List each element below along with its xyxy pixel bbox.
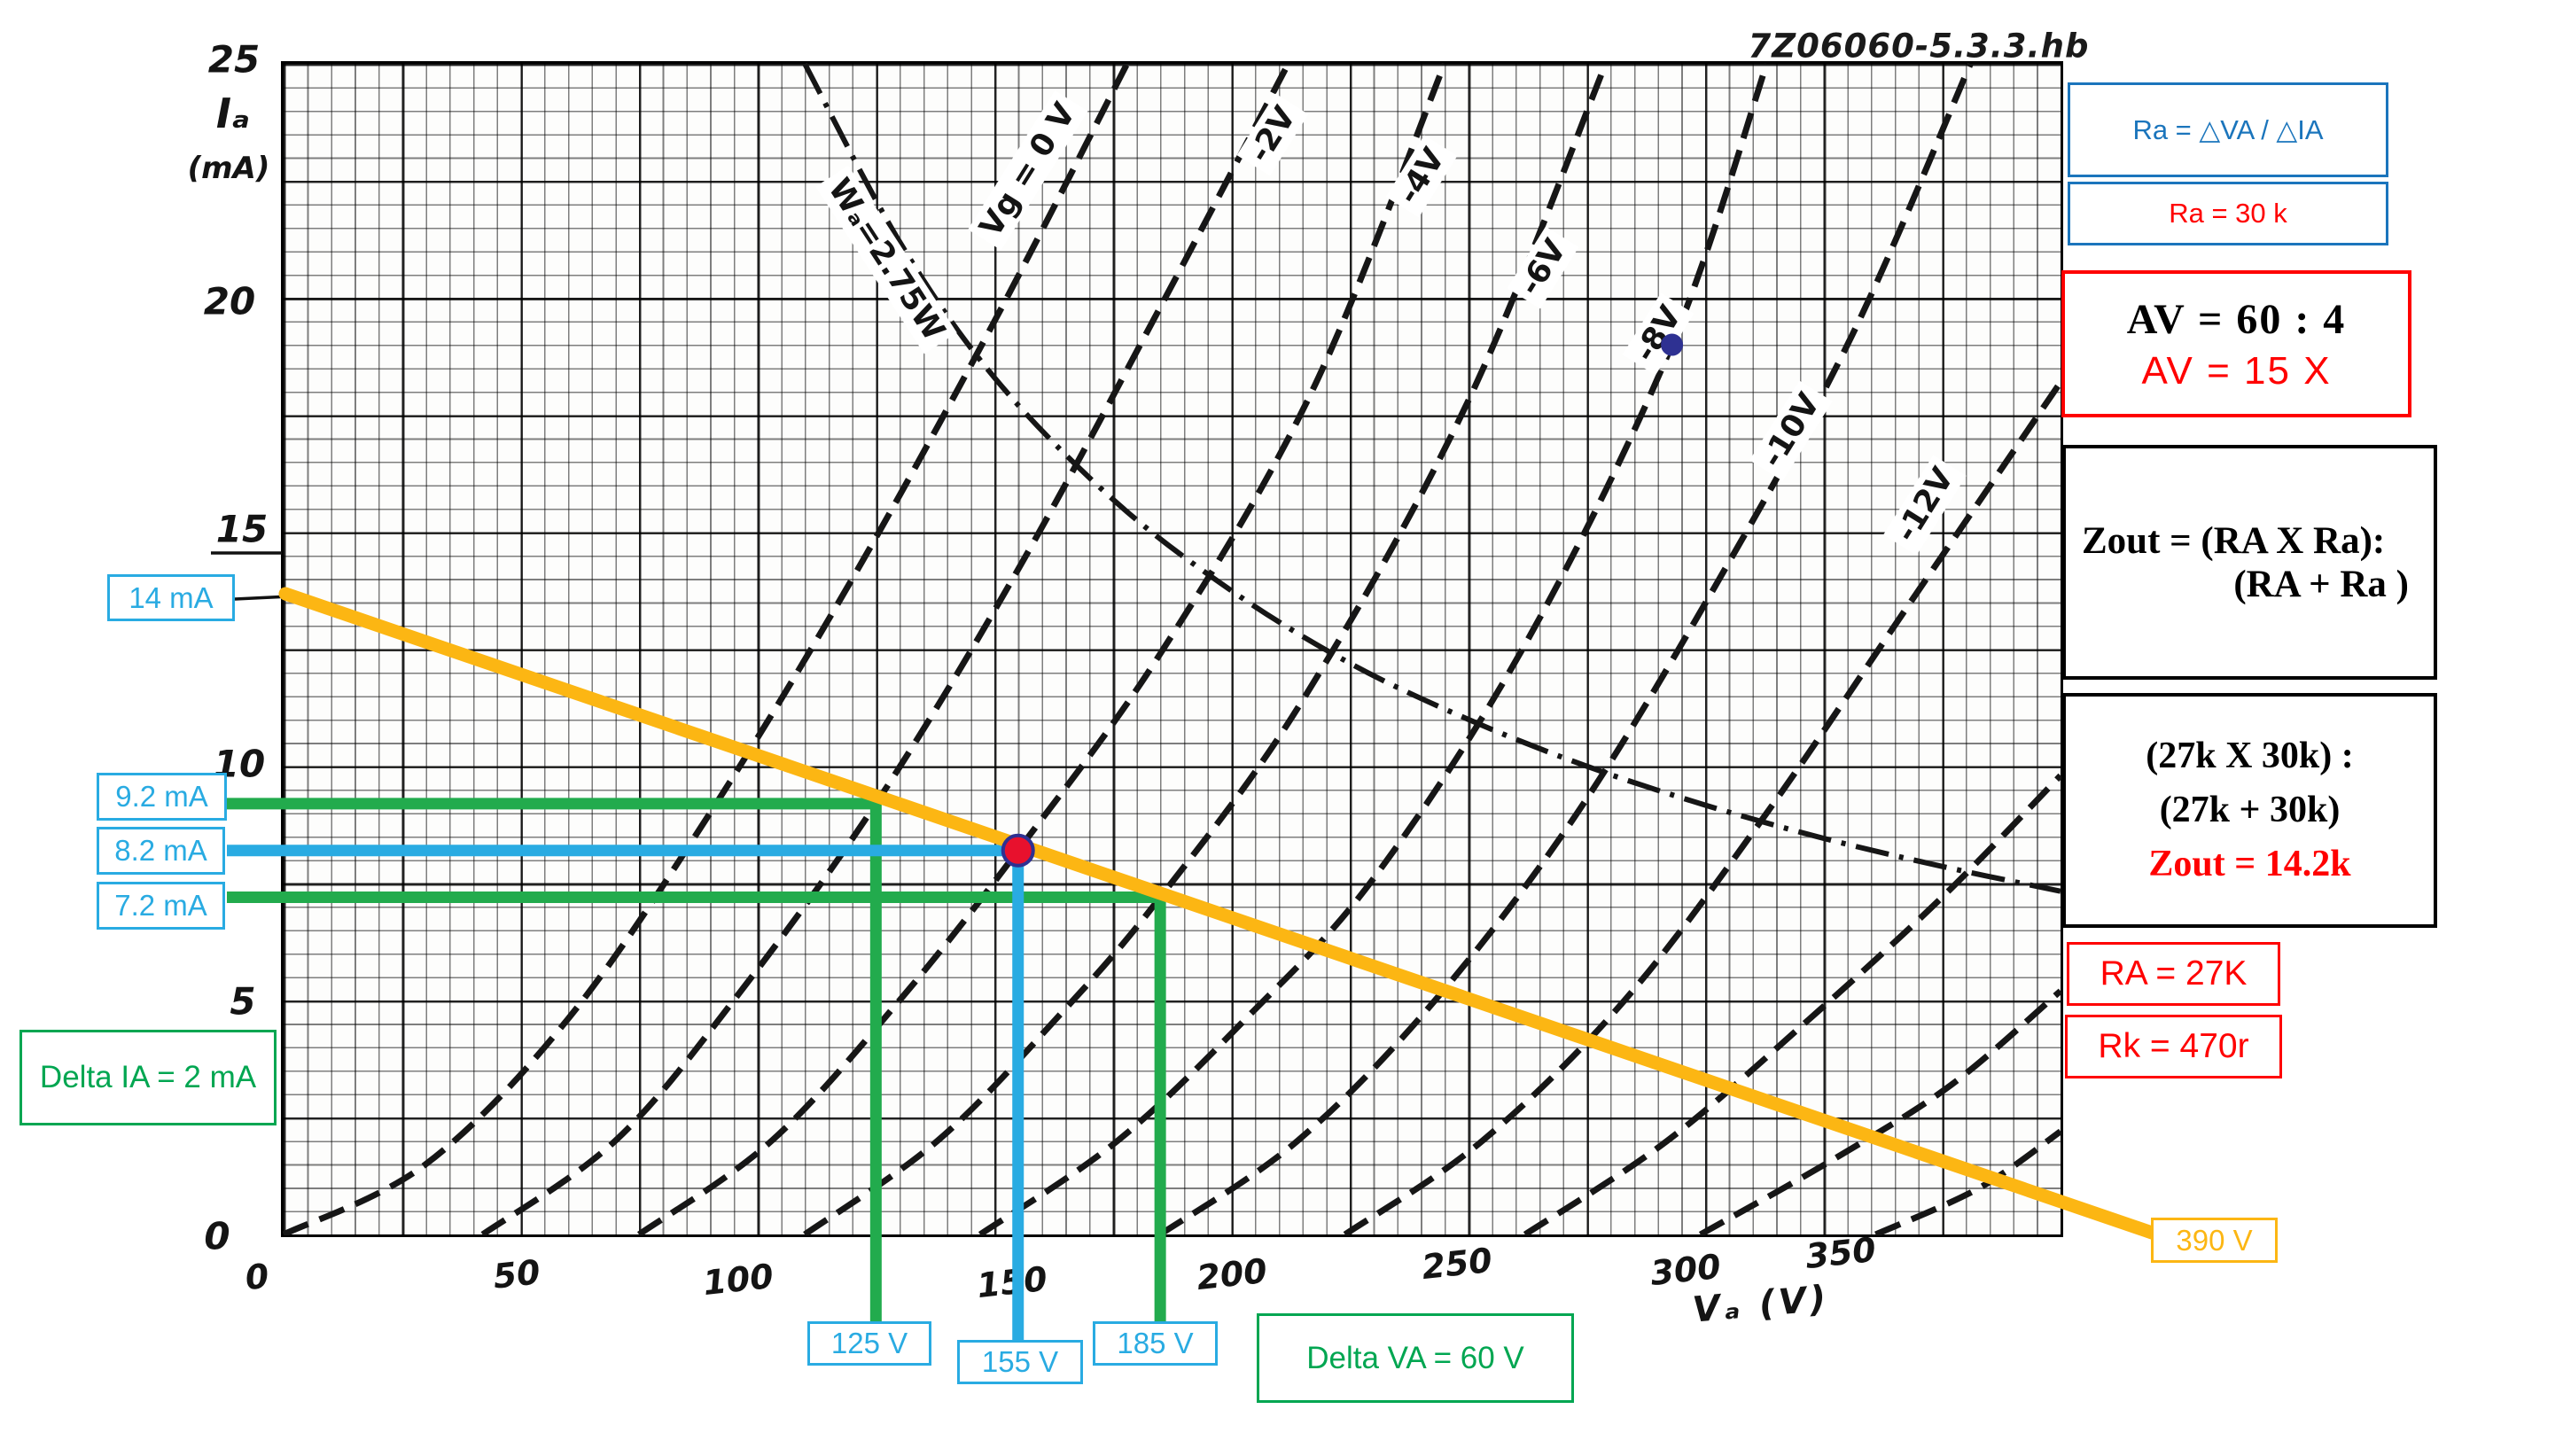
ra-value-box: Ra = 30 k [2068,182,2388,245]
curve-vg-10 [1158,63,1974,1235]
plot-grid [281,61,2063,1237]
zout-calc-line1: (27k X 30k) : [2146,736,2354,777]
curve-vg-4 [636,63,1448,1235]
zout-calc-line2: (27k + 30k) [2159,790,2341,831]
delta-ia-box: Delta IA = 2 mA [19,1030,277,1125]
y-tick-15: 15 [215,507,269,551]
curve-vg-6 [803,63,1609,1235]
marker-8p2ma-155v [227,845,1025,1342]
gain-box: AV = 60 : 4 AV = 15 X [2061,270,2411,417]
ia-9p2ma-box: 9.2 mA [97,773,227,821]
gain-ratio: AV = 60 : 4 [2126,295,2347,343]
operating-point [1001,833,1035,868]
ra-formula-box: Ra = △VA / △IA [2068,82,2388,177]
curve-vg-16 [1698,988,2061,1235]
va-390v-box: 390 V [2151,1218,2278,1263]
curve-vg-12 [1343,380,2061,1235]
y-tick-0: 0 [204,1214,230,1258]
curve-vg-14 [1523,773,2061,1235]
ia-7p2ma-box: 7.2 mA [97,882,225,930]
rk-470r-box: Rk = 470r [2065,1015,2282,1078]
y-axis-unit: (mA) [187,151,270,186]
ia-8p2ma-box: 8.2 mA [97,827,225,875]
va-185v-box: 185 V [1093,1321,1218,1366]
marker-9p2ma-125v [227,798,882,1323]
delta-va-box: Delta VA = 60 V [1257,1313,1574,1403]
zout-calc-box: (27k X 30k) : (27k + 30k) Zout = 14.2k [2062,693,2437,928]
ra-27k-box: RA = 27K [2067,942,2280,1006]
zout-formula-line1: Zout = (RA X Ra): [2082,519,2386,562]
curve-vg-2 [480,63,1291,1235]
va-125v-box: 125 V [807,1321,931,1366]
curve-vg-8 [978,63,1770,1235]
y-tick-20: 20 [203,279,256,323]
aux-point-minus8v [1661,333,1684,356]
zout-formula-box: Zout = (RA X Ra): (RA + Ra ) [2062,445,2437,680]
y-tick-25: 25 [207,37,261,82]
curve-vg-18 [1874,1128,2061,1235]
zout-calc-result: Zout = 14.2k [2148,843,2351,884]
load-line [278,587,2159,1240]
y-axis-title: Iₐ [215,90,251,137]
zout-formula-line2: (RA + Ra ) [2233,563,2409,605]
gain-value: AV = 15 X [2141,348,2332,393]
ia-14ma-box: 14 mA [107,574,235,621]
curve-vg-0 [283,63,1130,1235]
document-code: 7Z06060-5.3.3.hb [1748,27,2090,66]
va-155v-box: 155 V [957,1340,1083,1384]
curve-wa-max [802,63,2061,894]
y-tick-5: 5 [230,979,256,1024]
